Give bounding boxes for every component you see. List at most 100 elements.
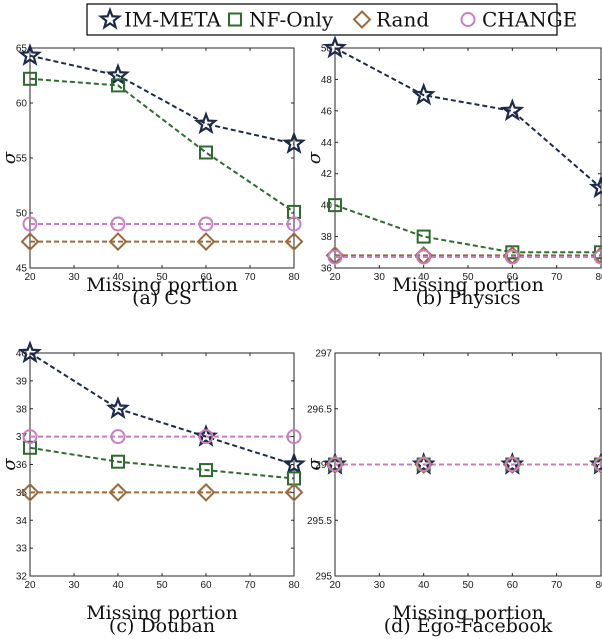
x-tick-label: 20 <box>329 272 341 283</box>
data-point-im-meta <box>588 175 602 199</box>
y-tick-label: 50 <box>16 209 28 220</box>
data-point-im-meta <box>17 340 43 364</box>
y-tick-label: 60 <box>16 99 28 110</box>
y-tick-label: 32 <box>16 572 28 583</box>
panel-caption: (b) Physics <box>415 287 520 309</box>
x-tick-label: 50 <box>156 272 168 283</box>
data-point-nf-only <box>23 440 37 455</box>
data-point-change <box>22 216 38 232</box>
data-point-im-meta <box>193 111 219 135</box>
x-tick-label: 80 <box>288 580 300 591</box>
data-point-change <box>593 457 602 472</box>
panel-caption: (d) Ego-Facebook <box>384 615 553 637</box>
data-point-im-meta <box>281 451 307 475</box>
x-tick-label: 80 <box>288 272 300 283</box>
data-point-nf-only <box>111 454 125 469</box>
legend: IM-META NF-Only Rand CHANGE <box>86 3 577 36</box>
x-axis-label: Missing portion <box>86 602 238 624</box>
data-point-rand <box>108 232 128 252</box>
legend-marker-change <box>460 12 476 27</box>
panel-c-douban: 20 30 40 50 60 70 80323334353637383940Missing … <box>0 340 307 637</box>
data-point-nf-only <box>416 229 431 244</box>
y-tick-label: 44 <box>321 138 333 149</box>
y-tick-label: 46 <box>321 106 333 117</box>
y-tick-label: 37 <box>16 432 28 443</box>
panels: 20 30 40 50 60 70 80 45 50 55 60 65 Missing portion σ… <box>0 35 602 637</box>
series-line-nf-only <box>334 204 601 254</box>
x-tick-label: 50 <box>462 272 474 283</box>
data-point-rand <box>20 482 40 502</box>
data-point-im-meta <box>500 98 525 122</box>
data-point-change <box>110 429 126 445</box>
data-point-im-meta <box>411 82 436 106</box>
y-axis-label: σ <box>304 458 325 471</box>
plot-area <box>29 352 295 577</box>
data-point-rand <box>284 232 304 252</box>
y-tick-label: 50 <box>321 44 333 55</box>
legend-label-rand: Rand <box>376 8 429 32</box>
data-point-rand <box>196 232 216 252</box>
data-point-change <box>416 249 432 265</box>
panel-caption: (a) CS <box>132 287 192 309</box>
legend-item-nf-only: NF-Only <box>228 8 334 32</box>
plot-area <box>29 47 295 269</box>
x-tick-label: 70 <box>244 272 256 283</box>
x-tick-label: 80 <box>595 580 602 591</box>
data-point-nf-only <box>23 71 37 86</box>
y-tick-label: 39 <box>16 376 28 387</box>
x-tick-label: 70 <box>244 580 256 591</box>
data-point-im-meta <box>322 35 348 59</box>
x-tick-label: 80 <box>595 272 602 283</box>
y-tick-label: 48 <box>321 75 333 86</box>
legend-marker-rand <box>352 10 372 29</box>
legend-marker-im-meta <box>97 6 123 30</box>
x-tick-label: 30 <box>374 580 386 591</box>
y-axis-label: σ <box>304 151 325 164</box>
x-tick-label: 30 <box>68 272 80 283</box>
data-point-change <box>504 249 520 265</box>
data-point-rand <box>108 482 128 502</box>
data-point-rand <box>20 232 40 252</box>
x-tick-label: 50 <box>156 580 168 591</box>
y-tick-label: 36 <box>321 264 333 275</box>
series-line-im-meta <box>334 47 602 189</box>
data-point-rand <box>196 482 216 502</box>
legend-marker-nf-only <box>228 12 242 27</box>
data-point-change <box>327 457 343 472</box>
panel-a-cs: 20 30 40 50 60 70 80 45 50 55 60 65 Missing portion σ… <box>0 43 307 309</box>
y-tick-label: 33 <box>16 544 28 555</box>
x-tick-label: 70 <box>551 272 563 283</box>
y-tick-label: 45 <box>16 264 28 275</box>
y-tick-label: 296 <box>315 460 332 471</box>
x-tick-label: 70 <box>551 580 563 591</box>
data-point-change <box>198 429 214 445</box>
y-tick-label: 40 <box>16 349 28 360</box>
data-point-im-meta <box>105 396 131 419</box>
y-tick-label: 36 <box>16 460 28 471</box>
panel-caption: (c) Douban <box>109 615 215 637</box>
data-point-nf-only <box>328 198 342 213</box>
data-point-change <box>327 249 343 265</box>
y-tick-label: 297 <box>315 349 332 360</box>
y-tick-label: 34 <box>16 516 28 527</box>
legend-item-im-meta: IM-META <box>97 6 221 32</box>
data-point-im-meta <box>17 43 43 66</box>
y-tick-label: 42 <box>321 169 333 180</box>
series-line-nf-only <box>29 77 295 213</box>
x-tick-label: 20 <box>24 580 36 591</box>
x-tick-label: 20 <box>329 580 341 591</box>
panel-b-physics: 203040506070803638404244464850Missing po… <box>304 35 602 309</box>
data-point-change <box>593 249 602 265</box>
y-tick-label: 296.5 <box>307 404 332 415</box>
legend-label-im-meta: IM-META <box>124 8 221 32</box>
legend-label-nf-only: NF-Only <box>249 8 334 32</box>
series-line-im-meta <box>29 54 295 145</box>
data-point-change <box>286 216 302 232</box>
x-tick-label: 40 <box>112 272 124 283</box>
x-tick-label: 40 <box>112 580 124 591</box>
y-tick-label: 38 <box>16 404 28 415</box>
data-point-im-meta <box>281 131 307 154</box>
x-tick-label: 60 <box>507 272 519 283</box>
legend-item-change: CHANGE <box>460 8 577 32</box>
